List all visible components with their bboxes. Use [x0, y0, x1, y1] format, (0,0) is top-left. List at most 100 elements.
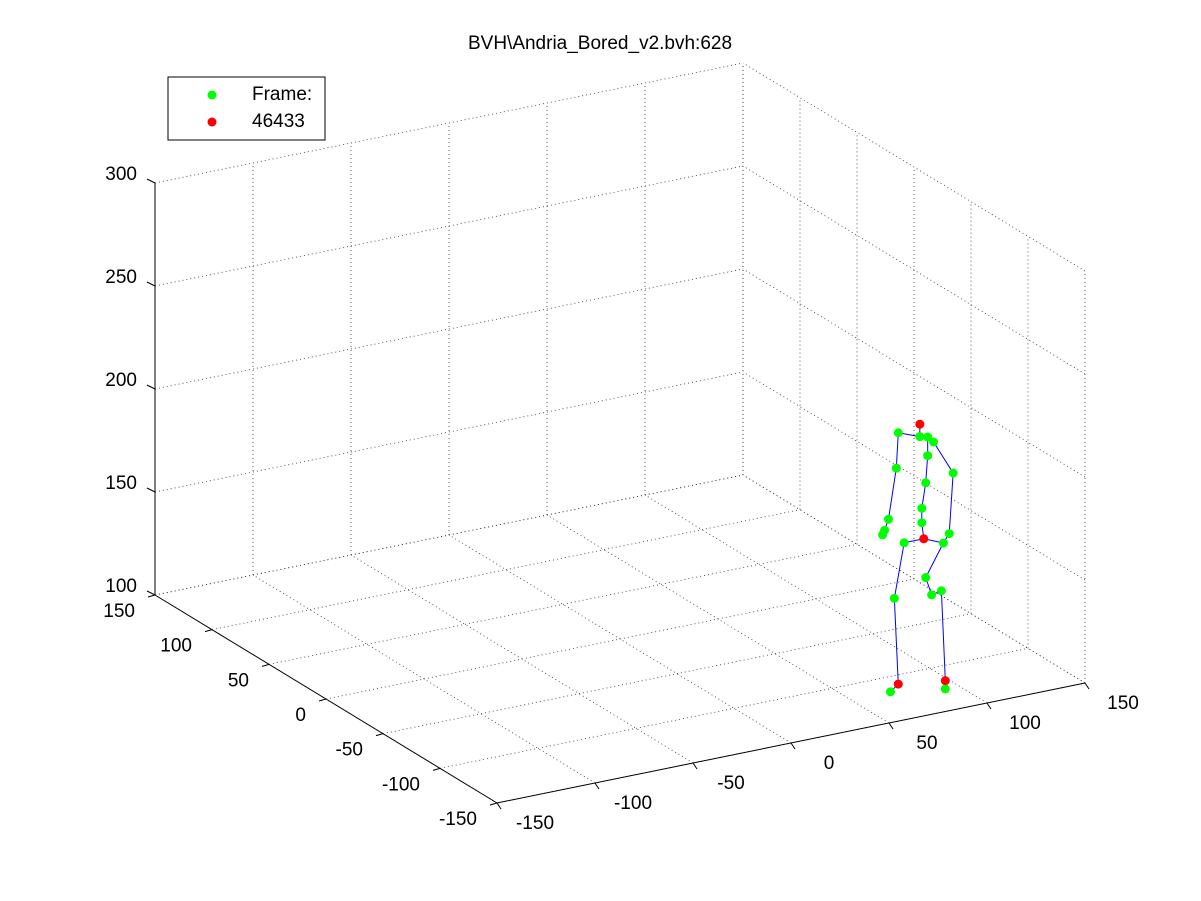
x-tick: [790, 742, 796, 750]
y-tick-label: 50: [228, 670, 249, 691]
joint-marker: [948, 468, 958, 478]
joint-marker: [893, 428, 903, 438]
joint-marker: [885, 687, 895, 697]
x-tick: [594, 782, 600, 790]
bone: [895, 432, 899, 469]
legend-label: 46433: [252, 111, 305, 132]
grid-line: [154, 62, 744, 184]
chart-title: BVH\Andria_Bored_v2.bvh:628: [468, 33, 732, 54]
bone: [940, 590, 946, 681]
legend-marker: [207, 90, 217, 100]
y-tick: [147, 594, 156, 598]
axes: -150 -100 -50 0 50 100 150 -150 -100 -50 0 50 100 150…: [103, 164, 1139, 834]
legend-box: [167, 76, 326, 141]
joint-marker: [891, 463, 901, 473]
z-tick-label: 300: [105, 164, 137, 185]
bone: [948, 473, 954, 534]
grid-line: [154, 474, 744, 596]
grid-line: [211, 509, 801, 631]
x-tick-label: 50: [916, 733, 937, 754]
z-tick-label: 200: [105, 370, 137, 391]
bone: [893, 542, 905, 599]
joint-marker: [883, 514, 893, 524]
grid-line: [154, 268, 744, 390]
joint-marker: [893, 679, 903, 689]
z-tick-label: 100: [105, 576, 137, 597]
z-tick: [146, 281, 156, 287]
grid-line: [742, 268, 1086, 478]
y-tick: [375, 733, 384, 737]
y-tick: [489, 802, 498, 806]
joint-marker: [940, 684, 950, 694]
joint-marker: [889, 593, 899, 603]
grid-line: [742, 474, 1086, 684]
y-tick-label: -50: [336, 740, 363, 761]
legend-marker: [207, 117, 217, 127]
x-tick-label: -150: [516, 813, 554, 834]
joint-marker: [938, 538, 948, 548]
z-tick: [146, 487, 156, 493]
x-tick: [888, 722, 894, 730]
joint-marker: [929, 437, 939, 447]
joint-marker: [915, 419, 925, 429]
x-tick-label: 150: [1107, 693, 1139, 714]
joint-marker: [880, 525, 890, 535]
joint-marker: [936, 586, 946, 596]
grid-line: [154, 165, 744, 287]
bone: [925, 455, 929, 483]
z-tick: [146, 590, 156, 596]
legend: Frame: 46433: [167, 76, 326, 141]
y-tick: [318, 698, 327, 702]
y-tick-label: 150: [103, 601, 135, 622]
z-tick: [146, 384, 156, 390]
y-tick-label: -150: [439, 809, 477, 830]
x-tick: [692, 762, 698, 770]
x-tick: [496, 802, 502, 810]
grid-line: [742, 371, 1086, 581]
grid-line: [382, 613, 972, 735]
x-tick: [986, 702, 992, 710]
joint-marker: [919, 534, 929, 544]
y-tick-label: 100: [160, 636, 192, 657]
grid: [154, 62, 1086, 804]
y-tick-label: -100: [382, 774, 420, 795]
y-tick: [261, 663, 270, 667]
y-tick: [204, 629, 213, 633]
grid-line: [742, 165, 1086, 375]
bone: [887, 468, 897, 520]
grid-line: [325, 578, 915, 700]
x-tick-label: 100: [1009, 713, 1041, 734]
grid-line: [439, 647, 1029, 769]
joint-marker: [940, 676, 950, 686]
joint-marker: [917, 518, 927, 528]
grid-line: [154, 371, 744, 493]
z-tick-label: 250: [105, 267, 137, 288]
x-tick-label: 0: [824, 753, 835, 774]
joint-marker: [915, 432, 925, 442]
y-tick: [432, 767, 441, 771]
y-tick-label: 0: [295, 705, 306, 726]
x-tick-label: -50: [717, 773, 744, 794]
joint-marker: [917, 503, 927, 513]
plot-area: [878, 419, 958, 697]
joint-marker: [899, 538, 909, 548]
joint-marker: [921, 478, 931, 488]
z-tick: [146, 178, 156, 184]
bone: [893, 598, 899, 685]
grid-line: [268, 543, 858, 665]
joint-marker: [923, 432, 933, 442]
joint-marker: [923, 451, 933, 461]
joint-marker: [921, 573, 931, 583]
legend-label: Frame:: [252, 84, 312, 105]
bone: [933, 441, 954, 474]
grid-line: [742, 62, 1086, 272]
x-tick-label: -100: [614, 793, 652, 814]
bone: [925, 542, 944, 578]
joint-marker: [927, 590, 937, 600]
z-tick-label: 150: [105, 473, 137, 494]
x-tick: [1084, 682, 1090, 690]
joint-marker: [944, 529, 954, 539]
